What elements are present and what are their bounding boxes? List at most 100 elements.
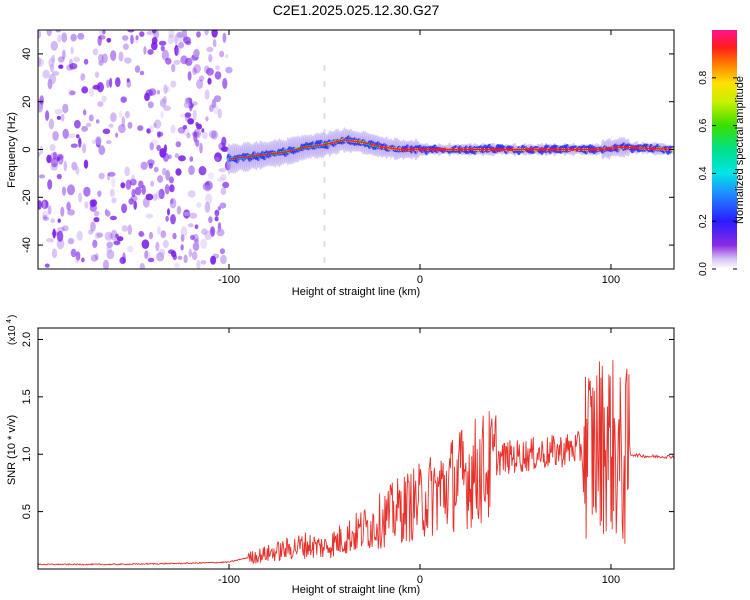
noise-blob (93, 217, 100, 223)
noise-blob (56, 230, 64, 242)
noise-blob (81, 86, 89, 94)
noise-blob (193, 49, 200, 58)
snr-marks (38, 360, 674, 566)
noise-blob (70, 33, 77, 42)
noise-blob (49, 144, 56, 152)
noise-blob (118, 51, 124, 62)
noise-blob (156, 144, 161, 151)
spectrogram-marks (38, 30, 674, 269)
noise-blob (83, 109, 87, 116)
noise-blob (172, 232, 177, 240)
noise-blob (145, 213, 154, 219)
noise-blob (219, 50, 225, 58)
noise-blob (214, 209, 220, 217)
noise-blob (113, 240, 121, 246)
noise-blob (94, 71, 100, 78)
noise-blob (170, 124, 176, 134)
noise-blob (50, 41, 58, 51)
noise-blob (192, 242, 200, 251)
noise-blob (167, 34, 175, 45)
y-tick-label: -40 (21, 237, 33, 253)
noise-blob (212, 38, 217, 48)
noise-blob (81, 125, 88, 132)
noise-blob (158, 188, 165, 200)
noise-blob (178, 155, 186, 162)
noise-blob (58, 64, 64, 69)
noise-blob (94, 253, 99, 261)
x-tick-label: -100 (218, 574, 240, 586)
x-tick-label: 100 (602, 574, 620, 586)
noise-blob (175, 141, 182, 148)
noise-blob (57, 226, 65, 233)
noise-blob (187, 71, 192, 81)
noise-blob (129, 178, 137, 186)
noise-blob (162, 167, 167, 176)
streak-blob (323, 81, 326, 87)
noise-blob (67, 184, 75, 196)
noise-blob (54, 108, 63, 115)
noise-blob (98, 30, 106, 36)
noise-blob (39, 145, 43, 155)
noise-blob (199, 75, 205, 82)
noise-blob (96, 82, 104, 93)
noise-blob (193, 63, 201, 74)
noise-blob (215, 65, 221, 71)
noise-blob (70, 248, 77, 258)
noise-blob (137, 125, 144, 131)
noise-blob (134, 65, 141, 73)
noise-blob (61, 225, 69, 232)
noise-blob (70, 46, 74, 55)
noise-blob (61, 187, 67, 194)
noise-blob (57, 218, 61, 223)
noise-blob (127, 121, 133, 129)
noise-blob (150, 180, 155, 187)
svg-text:): ) (7, 315, 18, 318)
streak-blob (323, 193, 326, 199)
noise-blob (225, 66, 233, 74)
noise-blob (141, 184, 146, 195)
noise-blob (85, 122, 92, 127)
noise-blob (159, 148, 167, 158)
noise-blob (204, 89, 210, 100)
noise-blob (208, 130, 217, 139)
noise-blob (174, 34, 178, 45)
noise-blob (45, 110, 50, 121)
x-tick-label: 0 (417, 274, 423, 286)
noise-blob (67, 237, 75, 245)
noise-blob (42, 200, 46, 210)
noise-blob (180, 55, 188, 65)
x-tick-label: 100 (602, 274, 620, 286)
noise-blob (216, 228, 225, 237)
noise-blob (210, 255, 217, 265)
y-tick-label: 1.5 (21, 389, 33, 404)
y-tick-label: 1.0 (21, 447, 33, 462)
noise-blob (61, 32, 68, 43)
noise-blob (200, 260, 207, 265)
y-tick-label: 2.0 (21, 332, 33, 347)
noise-blob (220, 174, 227, 181)
noise-blob (69, 90, 76, 96)
colorbar-tick-label: 0.0 (698, 262, 709, 276)
noise-blob (111, 177, 116, 188)
noise-blob (183, 211, 191, 216)
noise-blob (74, 119, 81, 129)
noise-blob (157, 226, 161, 235)
noise-blob (147, 159, 155, 166)
noise-blob (92, 48, 99, 56)
noise-blob (106, 37, 112, 43)
noise-blob (92, 84, 101, 90)
noise-blob (218, 168, 227, 173)
noise-blob (145, 193, 154, 201)
streak-blob (323, 97, 326, 103)
noise-blob (106, 79, 110, 88)
snr-panel: -100 0 100 0.5 1.0 1.5 2.0 Height of straight … (6, 315, 675, 596)
noise-blob (155, 241, 160, 252)
noise-blob (62, 103, 69, 114)
center-frequency-line (228, 139, 673, 160)
noise-blob (196, 79, 204, 90)
noise-blob (116, 236, 124, 242)
noise-blob (121, 225, 129, 232)
noise-blob (63, 160, 67, 172)
noise-blob (46, 154, 52, 164)
noise-blob (75, 166, 80, 175)
